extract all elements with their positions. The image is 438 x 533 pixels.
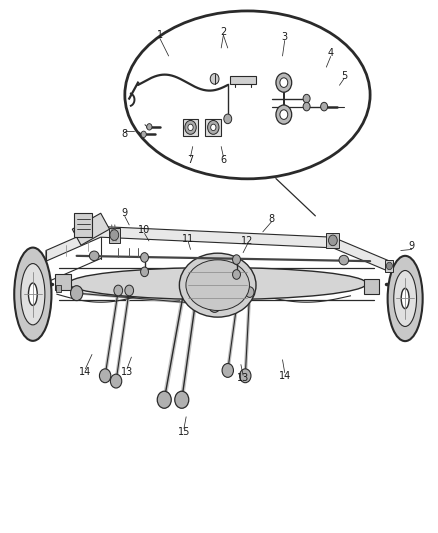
Text: 15: 15 [178,427,190,437]
Bar [205,119,221,136]
Ellipse shape [339,255,349,265]
Text: 13: 13 [121,367,133,377]
Circle shape [157,391,171,408]
Circle shape [328,235,337,246]
Circle shape [245,287,254,297]
Text: 3: 3 [282,33,288,42]
Circle shape [114,285,123,296]
Ellipse shape [180,253,256,317]
Bar [326,233,339,248]
Circle shape [71,286,83,301]
Circle shape [99,369,111,383]
Bar [385,260,393,272]
Circle shape [321,102,328,111]
Circle shape [240,369,251,383]
Circle shape [185,120,196,134]
Polygon shape [46,227,390,272]
Circle shape [175,391,189,408]
Circle shape [210,74,219,84]
Text: 1: 1 [157,30,163,40]
Text: 13: 13 [237,374,249,383]
Bar [56,285,61,292]
Ellipse shape [69,268,367,300]
Bar [74,213,92,237]
Circle shape [280,78,288,87]
Circle shape [303,102,310,111]
Text: 7: 7 [187,155,194,165]
Text: 5: 5 [341,71,347,80]
Circle shape [280,110,288,119]
Text: 8: 8 [268,214,275,223]
Ellipse shape [388,256,423,341]
Circle shape [110,374,122,388]
Text: 14: 14 [79,367,92,377]
Circle shape [233,270,240,279]
Ellipse shape [186,260,250,310]
Circle shape [147,124,152,130]
Ellipse shape [401,288,409,309]
Circle shape [386,262,392,270]
Bar [364,279,379,294]
Ellipse shape [14,247,52,341]
Text: 4: 4 [328,49,334,58]
Ellipse shape [21,264,45,325]
Text: 12: 12 [241,236,254,246]
Text: 14: 14 [279,371,291,381]
Circle shape [125,285,134,296]
Ellipse shape [89,251,99,261]
Bar [183,119,198,136]
Text: 11: 11 [182,234,194,244]
Circle shape [224,114,232,124]
Polygon shape [72,213,110,245]
Circle shape [110,230,119,240]
Text: 2: 2 [220,27,226,37]
Circle shape [222,364,233,377]
Ellipse shape [28,283,37,305]
Circle shape [276,105,292,124]
Circle shape [234,285,243,296]
Circle shape [141,253,148,262]
Circle shape [208,120,219,134]
Text: 9: 9 [122,208,128,218]
Circle shape [141,131,146,138]
Bar [55,274,71,290]
Bar [109,228,120,243]
Circle shape [276,73,292,92]
Text: 8: 8 [122,130,128,139]
Circle shape [188,124,193,131]
Ellipse shape [394,271,417,326]
Text: 10: 10 [138,225,151,235]
Ellipse shape [125,11,370,179]
Bar [230,76,256,84]
Text: 9: 9 [409,241,415,251]
Circle shape [233,255,240,264]
Circle shape [303,94,310,103]
Text: 6: 6 [220,155,226,165]
Circle shape [208,297,221,312]
Circle shape [141,267,148,277]
Circle shape [211,124,216,131]
